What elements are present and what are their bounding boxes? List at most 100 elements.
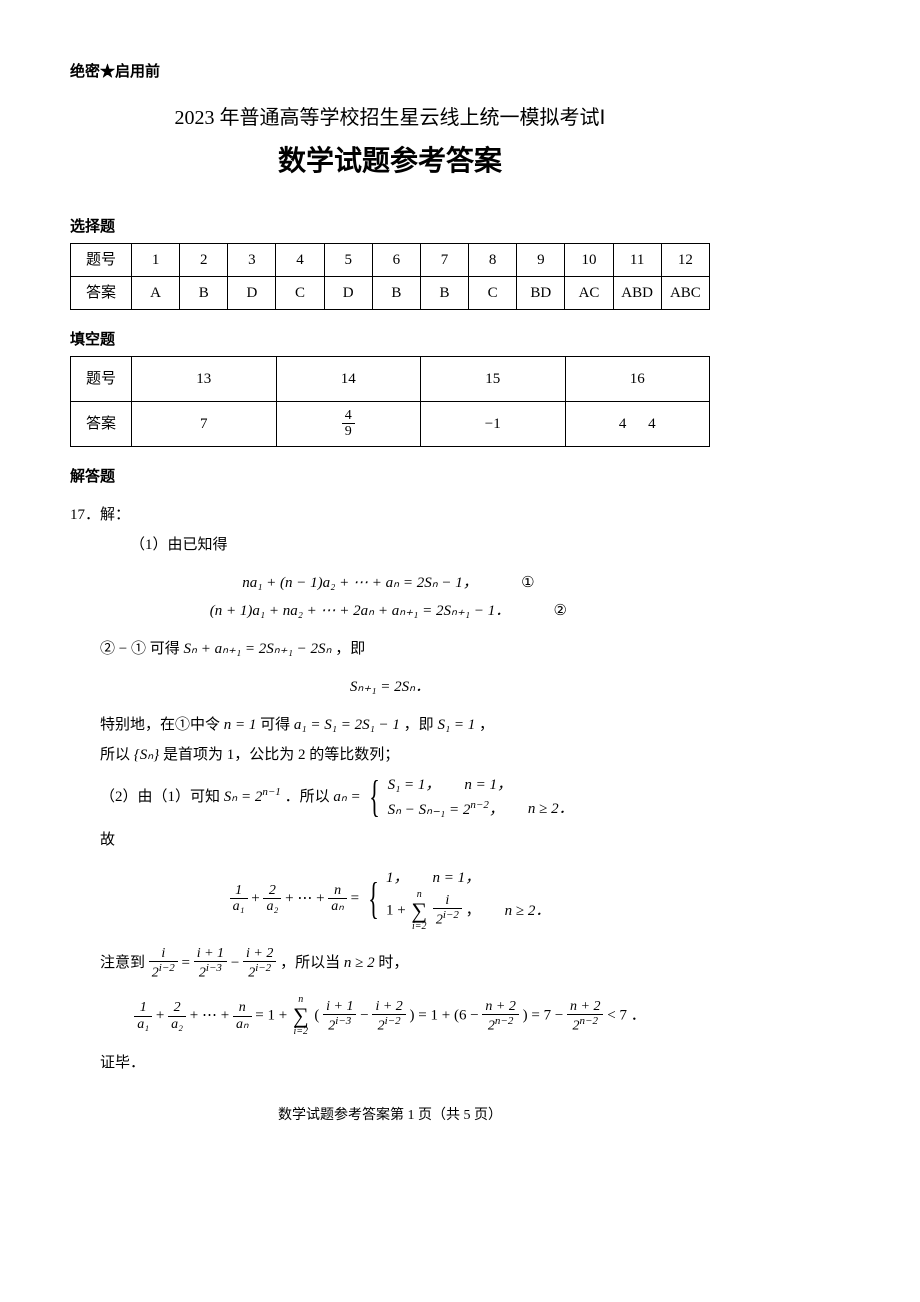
text: ② − ① 可得 [100, 641, 183, 657]
equation-1: na₁ + (n − 1)a₂ + ⋯ + aₙ = 2Sₙ − 1， ① [70, 571, 710, 595]
exp: n−2 [580, 1015, 598, 1027]
math: i 2i−2 = i + 1 2i−3 − i + 2 2i−2 [149, 955, 280, 971]
cell: 7 [132, 401, 277, 446]
equation-label: ② [550, 599, 570, 623]
text: < 7 ． [607, 1008, 645, 1024]
fraction-den: 2i−2 [372, 1015, 405, 1034]
text: （2）由（1）可知 [100, 789, 224, 805]
fraction: n + 2 2n−2 [567, 999, 603, 1034]
cell: 9 [517, 243, 565, 276]
cell: 11 [613, 243, 661, 276]
cell: 4 [276, 243, 324, 276]
fraction-den: 2i−3 [194, 962, 227, 981]
confidential-header: 绝密★启用前 [70, 60, 710, 84]
brace-icon: { [370, 775, 381, 819]
cell: 14 [276, 356, 421, 401]
cell: C [276, 276, 324, 309]
text: 时， [378, 955, 408, 971]
minus: − [360, 1008, 372, 1024]
cell: B [420, 276, 468, 309]
equation-final: 1 a₁ + 2 a₂ + ⋯ + n aₙ = 1 + n ∑ i=2 ( i… [70, 995, 710, 1037]
text: 1 + [386, 902, 409, 918]
base: 2 [152, 966, 159, 981]
plus: + [156, 1008, 168, 1024]
fraction-den: 2n−2 [567, 1015, 603, 1034]
fraction-den: aₙ [233, 1017, 252, 1032]
cell: 1 [132, 243, 180, 276]
exp: i−3 [206, 962, 222, 974]
minus: − [231, 955, 243, 971]
base: 2 [436, 913, 443, 928]
text: ， [479, 717, 494, 733]
case-row: 1， n = 1， [386, 866, 550, 890]
fraction: 4 9 [342, 408, 355, 440]
fraction-num: i [149, 946, 178, 962]
fraction-num: i + 1 [194, 946, 227, 962]
exp: i−2 [255, 962, 271, 974]
solution-17: 17．解： （1）由已知得 na₁ + (n − 1)a₂ + ⋯ + aₙ =… [70, 503, 710, 1075]
fraction-num: i + 2 [372, 999, 405, 1015]
equation-label: ① [518, 571, 538, 595]
question-label: 17．解： [70, 503, 710, 527]
sigma-icon: ∑ [411, 900, 427, 922]
exp: i−2 [443, 909, 459, 921]
cell: 7 [420, 243, 468, 276]
conclusion-line: 所以 {Sₙ} 是首项为 1，公比为 2 的等比数列； [70, 743, 710, 767]
case-left: 1， [386, 866, 409, 890]
fill-table: 题号 13 14 15 16 答案 7 4 9 −1 4 4 [70, 356, 710, 447]
row-header-answer: 答案 [71, 401, 132, 446]
fraction-num: n + 2 [567, 999, 603, 1015]
equation-2: (n + 1)a₁ + na₂ + ⋯ + 2aₙ + aₙ₊₁ = 2Sₙ₊₁… [70, 599, 710, 623]
fraction-den: 2i−2 [149, 962, 178, 981]
math: {Sₙ} [134, 747, 159, 763]
cell: 13 [132, 356, 277, 401]
math-base: Sₙ = 2 [224, 789, 263, 805]
fraction-num: n [328, 883, 347, 899]
case-right: n = 1， [464, 773, 512, 797]
rparen: ) [410, 1008, 415, 1024]
cell: 10 [565, 243, 613, 276]
case-expression: { S₁ = 1， n = 1， Sₙ − Sₙ₋₁ = 2n−2， n ≥ 2… [364, 773, 573, 822]
math: S₁ = 1 [437, 717, 475, 733]
part1-intro: （1）由已知得 [70, 533, 710, 557]
case-left: 1 + n ∑ i=2 i 2i−2 ， [386, 890, 481, 932]
fraction: 2 a₂ [263, 883, 281, 915]
text: 注意到 [100, 955, 149, 971]
equation-3: Sₙ₊₁ = 2Sₙ． [70, 675, 710, 699]
section-answer-label: 解答题 [70, 465, 710, 489]
note-line: 注意到 i 2i−2 = i + 1 2i−3 − i + 2 2i−2 ，所以… [70, 946, 710, 981]
base: 2 [488, 1019, 495, 1034]
cell: ABC [661, 276, 709, 309]
case-left: S₁ = 1， [388, 773, 441, 797]
cell: B [372, 276, 420, 309]
equation-text: (n + 1)a₁ + na₂ + ⋯ + 2aₙ + aₙ₊₁ = 2Sₙ₊₁… [210, 599, 510, 623]
lparen: ( [314, 1008, 319, 1024]
fraction-den: 2n−2 [482, 1015, 518, 1034]
cell: 5 [324, 243, 372, 276]
math: a₁ = S₁ = 2S₁ − 1 [294, 717, 400, 733]
cell: 4 4 [565, 401, 710, 446]
fraction-num: n + 2 [482, 999, 518, 1015]
diff-line: ② − ① 可得 Sₙ + aₙ₊₁ = 2Sₙ₊₁ − 2Sₙ ，即 [70, 637, 710, 661]
exp: i−3 [335, 1015, 351, 1027]
exp: n−2 [495, 1015, 513, 1027]
fraction-num: 1 [134, 1000, 152, 1016]
text: ，所以当 [280, 955, 344, 971]
plus: + [251, 890, 263, 906]
fraction: i 2i−2 [433, 893, 462, 928]
cell: B [180, 276, 228, 309]
cell: 3 [228, 243, 276, 276]
text: 可得 [260, 717, 294, 733]
dots: + ⋯ + [190, 1008, 233, 1024]
fraction: i + 2 2i−2 [243, 946, 276, 981]
cell: 15 [421, 356, 566, 401]
fraction-den: aₙ [328, 899, 347, 914]
eq: = [182, 955, 194, 971]
cell: 16 [565, 356, 710, 401]
exam-subtitle: 2023 年普通高等学校招生星云线上统一模拟考试Ⅰ [70, 102, 710, 134]
text: ) = 7 − [523, 1008, 567, 1024]
fraction-num: i [433, 893, 462, 909]
base: 2 [573, 1019, 580, 1034]
equation-sum: 1 a₁ + 2 a₂ + ⋯ + n aₙ = { 1， n = 1， 1 [70, 866, 710, 932]
sum-lower: i=2 [294, 1027, 309, 1037]
